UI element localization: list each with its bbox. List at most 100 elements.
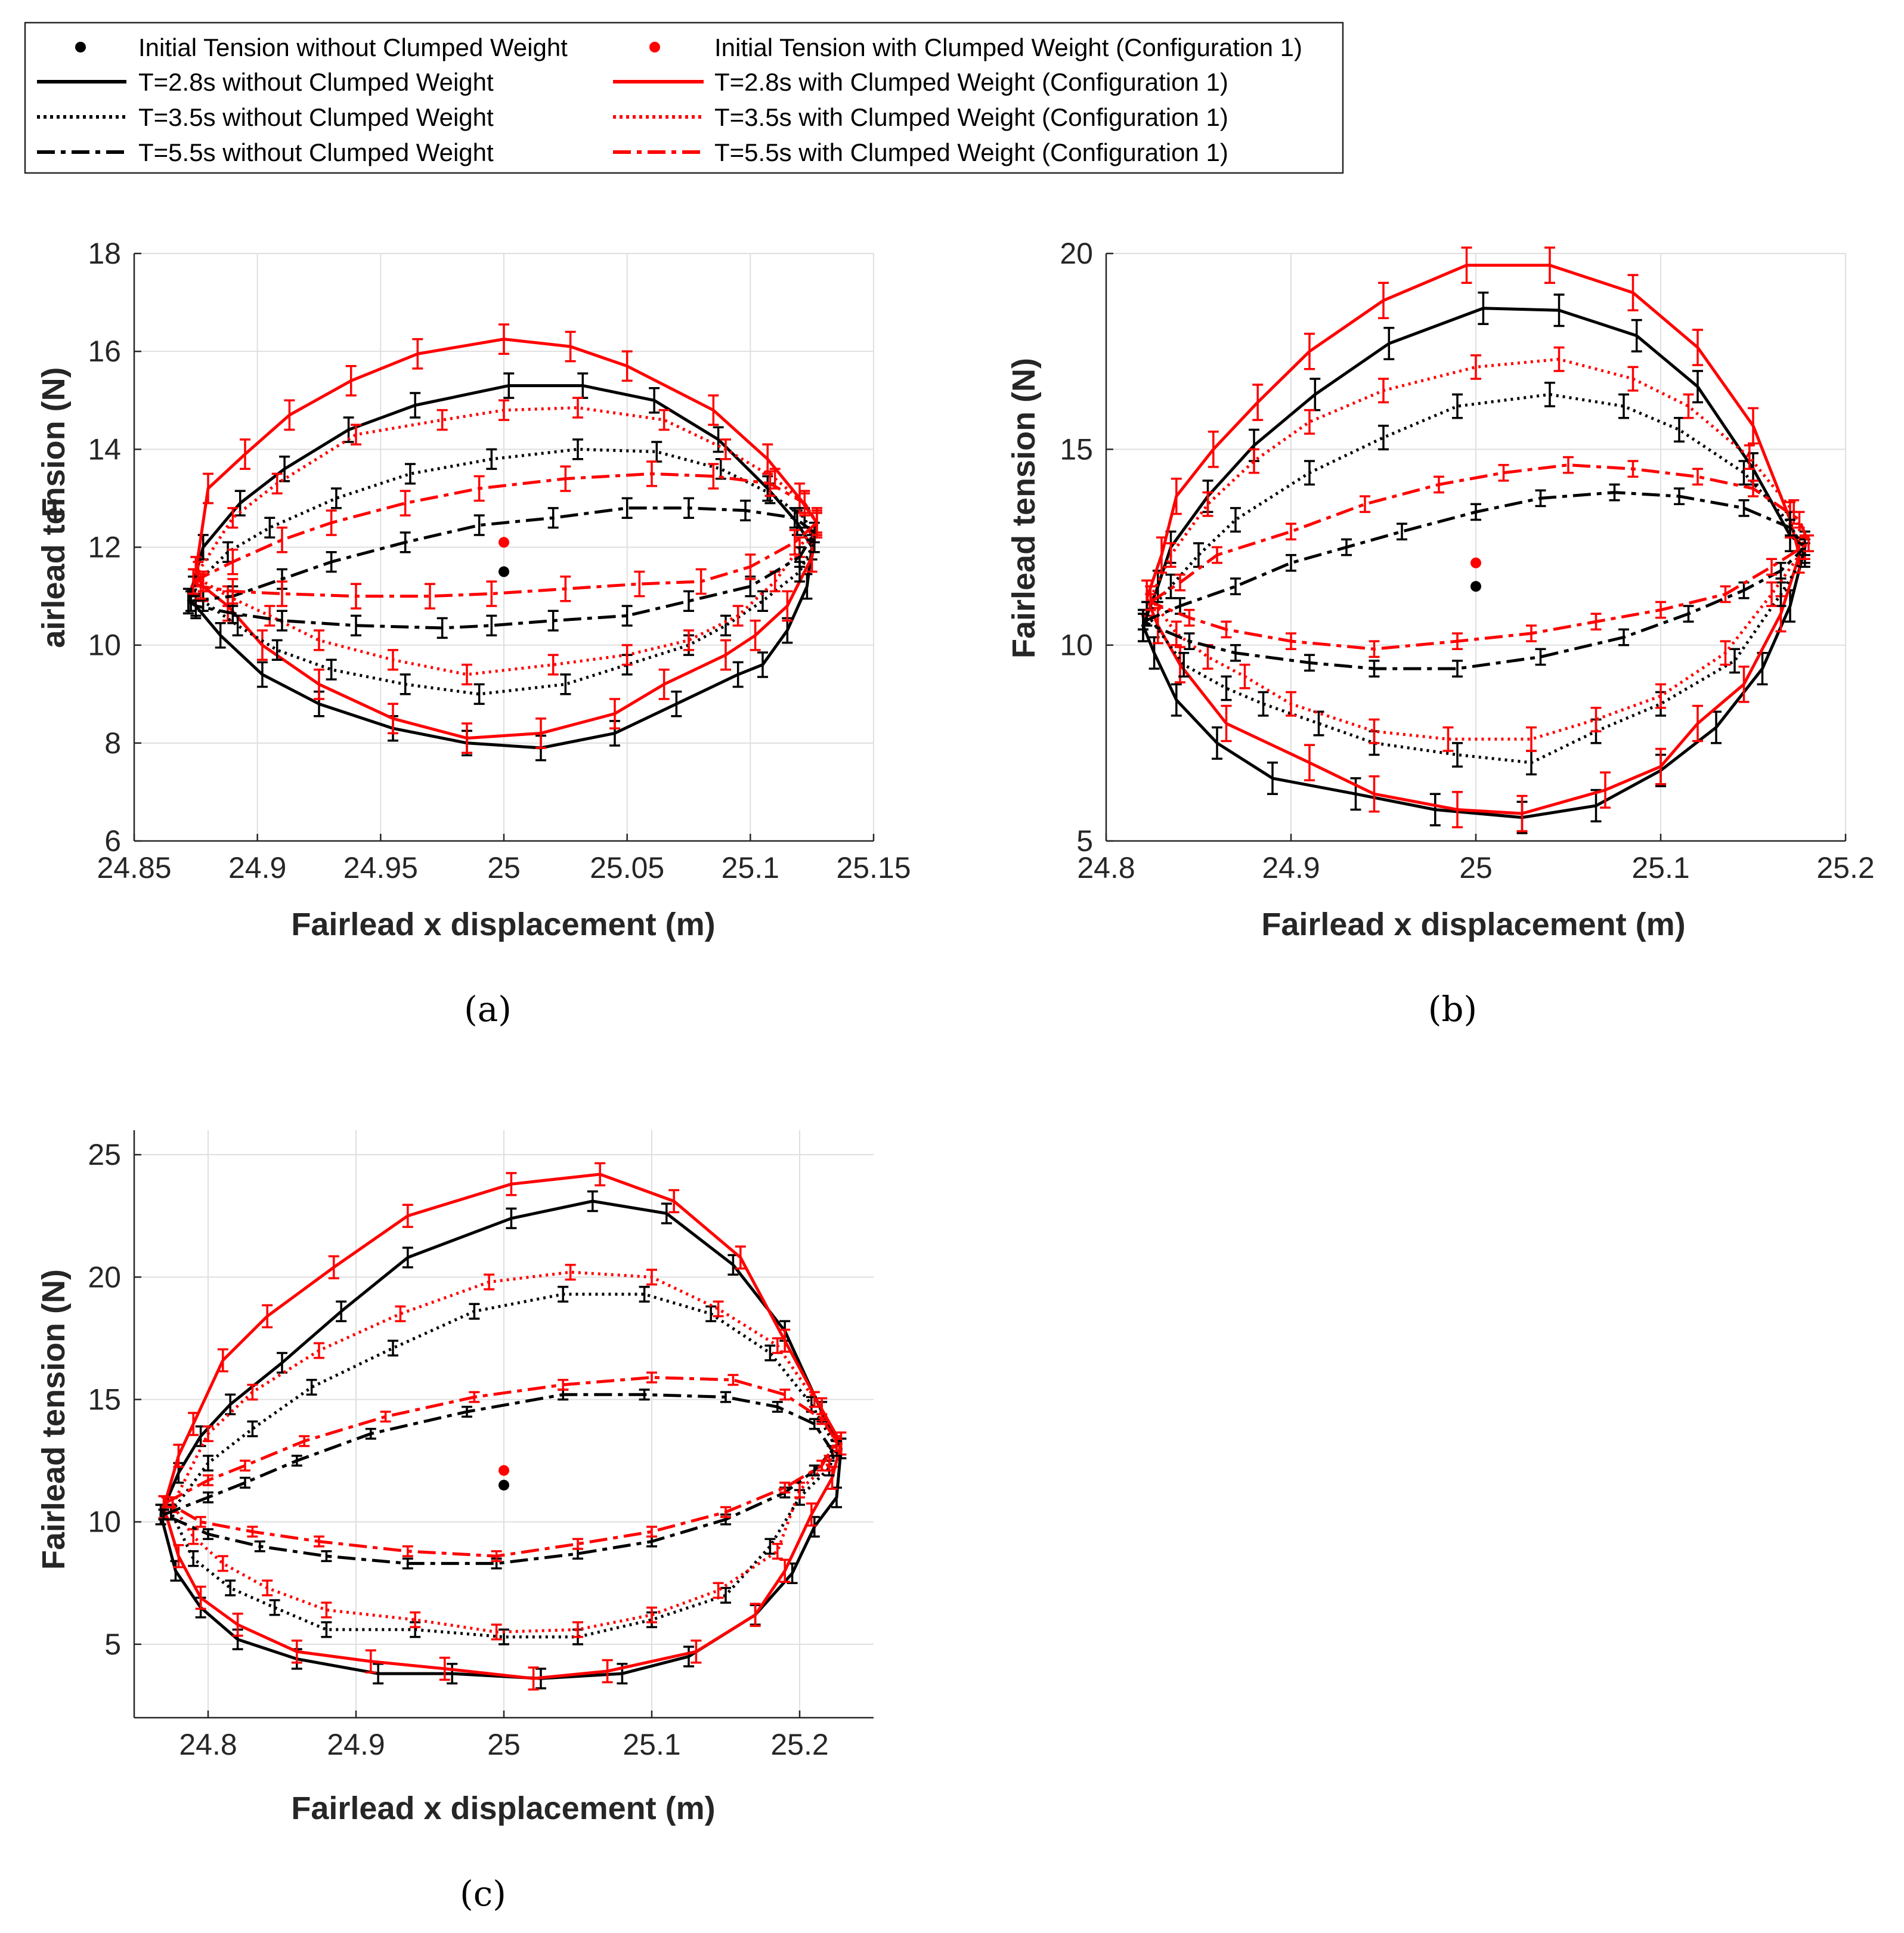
panel-a-series-1-errorbar-1 <box>203 472 213 505</box>
panel-a-series-3-errorbar-20 <box>314 629 324 651</box>
panel-c-series-3-errorbar-1 <box>203 1425 213 1442</box>
panel-a-series-1-errorbar-15 <box>750 619 761 651</box>
panel-b-series-3-errorbar-8 <box>1627 366 1639 392</box>
panel-c-series-2-errorbar-20 <box>321 1621 332 1638</box>
panel-c-series-1-errorbar-18 <box>691 1639 702 1664</box>
panel-a-series-4-errorbar-10 <box>789 507 800 529</box>
panel-a-series-4-errorbar-8 <box>683 497 694 519</box>
panel-c-series-0-errorbar-5 <box>336 1300 347 1322</box>
panel-b-series-5-errorbar-7 <box>1563 456 1574 474</box>
panel-a-series-5-errorbar-5 <box>473 475 485 502</box>
panel-c-series-4-errorbar-5 <box>462 1406 472 1418</box>
panel-a-series-1-errorbar-3 <box>284 399 295 431</box>
panel-b-series-3-errorbar-10 <box>1744 444 1755 470</box>
panel-c-initial-point-1 <box>499 1465 509 1476</box>
panel-c-series-2-errorbar-9 <box>764 1344 776 1362</box>
panel-b-series-4-errorbar-6 <box>1470 503 1481 521</box>
panel-c-series-3-errorbar-7 <box>646 1269 657 1286</box>
panel-b-series-3-errorbar-19 <box>1369 718 1380 744</box>
panel-b-series-4-errorbar-18 <box>1452 660 1463 678</box>
panel-c-series-1-errorbar-16 <box>779 1558 791 1583</box>
legend-marker-init-black <box>75 42 86 52</box>
panel-c-xtick-label-1: 24.9 <box>327 1728 385 1761</box>
panel-a-series-1-errorbar-18 <box>609 698 620 729</box>
panel-b-series-1-errorbar-7 <box>1461 246 1472 284</box>
panel-a-series-4-errorbar-12 <box>794 546 805 568</box>
panel-c-xtick-label-3: 25.1 <box>623 1728 680 1761</box>
panel-c-series-3-errorbar-21 <box>262 1579 273 1597</box>
panel-b-series-2-errorbar-14 <box>1729 648 1740 674</box>
panel-c-series-3-errorbar-3 <box>314 1342 324 1359</box>
panel-b-series-1-errorbar-9 <box>1627 274 1639 311</box>
panel-b-xtick-label-1: 24.9 <box>1262 851 1320 884</box>
panel-a-initial-point-1 <box>499 537 509 548</box>
panel-b-series-4-errorbar-7 <box>1535 489 1546 508</box>
panel-a-series-2-errorbar-20 <box>326 658 337 681</box>
legend-label-t55-black: T=5.5s without Clumped Weight <box>138 138 494 166</box>
panel-b-series-1-errorbar-10 <box>1692 329 1703 366</box>
panel-a-series-0-errorbar-17 <box>671 690 682 717</box>
panel-c-initial-point-0 <box>499 1480 509 1491</box>
panel-b-series-1-errorbar-3 <box>1208 431 1219 468</box>
panel-a-series-3-errorbar-17 <box>547 654 559 676</box>
panel-c-series-4-errorbar-8 <box>720 1391 731 1403</box>
panel-b-series-4-errorbar-2 <box>1230 577 1241 596</box>
panel-c-series-5-errorbar-16 <box>572 1538 583 1550</box>
panel-a-caption: (a) <box>464 989 512 1029</box>
panel-b-series-2-errorbar-8 <box>1618 393 1629 419</box>
panel-c-series-3-errorbar-16 <box>646 1606 657 1623</box>
panel-c-series-4-errorbar-4 <box>365 1427 376 1440</box>
panel-a-series-5-errorbar-10 <box>799 490 810 517</box>
panel-b-series-4 <box>1143 491 1807 670</box>
panel-a-ytick-label-2: 10 <box>88 629 121 662</box>
panel-a-series-3-errorbar-7 <box>658 409 670 431</box>
panel-a-series-5-errorbar-17 <box>486 580 497 607</box>
panel-c-series-5-errorbar-19 <box>314 1535 324 1548</box>
panel-c-series-2-errorbar-2 <box>247 1420 258 1437</box>
panel-a-ytick-label-3: 12 <box>88 531 121 564</box>
panel-b-series-4-errorbar-22 <box>1184 632 1195 650</box>
panel-b-series-2-errorbar-4 <box>1304 460 1315 486</box>
panel-a-series-2-errorbar-2 <box>264 517 275 539</box>
panel-c-series-2-errorbar-7 <box>639 1285 650 1303</box>
panel-a-series-1-errorbar-14 <box>782 590 793 622</box>
panel-b-series-3-errorbar-17 <box>1526 726 1537 752</box>
panel-c-series-3-errorbar-22 <box>217 1555 228 1572</box>
panel-a-series-4-errorbar-19 <box>351 614 361 636</box>
panel-a-ytick-label-4: 14 <box>88 432 121 466</box>
panel-b-series-4-errorbar-23 <box>1138 613 1148 631</box>
panel-b-series-2-errorbar-22 <box>1221 675 1232 701</box>
panel-c-series-2-errorbar-4 <box>388 1340 398 1357</box>
panel-c-series-5-errorbar-1 <box>203 1474 213 1486</box>
panel-c-series-5-errorbar-3 <box>299 1435 310 1448</box>
panel-b-series-0-errorbar-24 <box>1171 683 1182 717</box>
panel-c-series-2-errorbar-15 <box>720 1586 731 1604</box>
panel-c-series-3-errorbar-10 <box>809 1391 820 1408</box>
panel-b-ytick-label-2: 15 <box>1060 432 1093 466</box>
panel-a-plot-area: 24.85 24.9 24.95 25 25.05 25.1 25.15 6 8 10 12 14 16… <box>88 237 911 884</box>
panel-a-series-3-errorbar-21 <box>264 605 275 627</box>
panel-c-series-2-errorbar-3 <box>306 1378 317 1396</box>
panel-b-ylabel: Fairlead tension (N) <box>1006 358 1042 658</box>
panel-b-series-3-errorbar-16 <box>1590 706 1602 732</box>
panel-b-series-4-errorbar-13 <box>1775 562 1787 580</box>
panel-a-ylabel: Fairlead tension (N) <box>36 367 72 648</box>
panel-b-series-4-errorbar-16 <box>1618 628 1629 647</box>
panel-a-series-4-errorbar-16 <box>547 610 559 632</box>
panel-b-series-1-errorbar-21 <box>1369 775 1380 813</box>
panel-b-ytick-label-3: 20 <box>1060 237 1093 270</box>
panel-a-series-5-errorbar-4 <box>400 490 411 517</box>
panel-b-series-5-errorbar-5 <box>1434 475 1444 494</box>
panel-b-series-4-errorbar-19 <box>1369 660 1380 678</box>
panel-b-series-1-errorbar-8 <box>1544 246 1555 284</box>
panel-a-series-5-errorbar-2 <box>277 526 287 553</box>
panel-a-series-5-errorbar-8 <box>708 463 719 490</box>
panel-a-xtick-label-3: 25 <box>487 851 521 884</box>
panel-c-series-0-errorbar-18 <box>683 1646 694 1668</box>
panel-c-series-3-errorbar-17 <box>572 1621 583 1638</box>
panel-c-series-2-errorbar-5 <box>469 1303 480 1320</box>
panel-b-series-3-errorbar-9 <box>1683 393 1694 419</box>
panel-b-series-5 <box>1150 463 1810 651</box>
panel-c-series-1-errorbar-2 <box>188 1412 199 1436</box>
panel-c-series-3-errorbar-9 <box>772 1337 783 1354</box>
